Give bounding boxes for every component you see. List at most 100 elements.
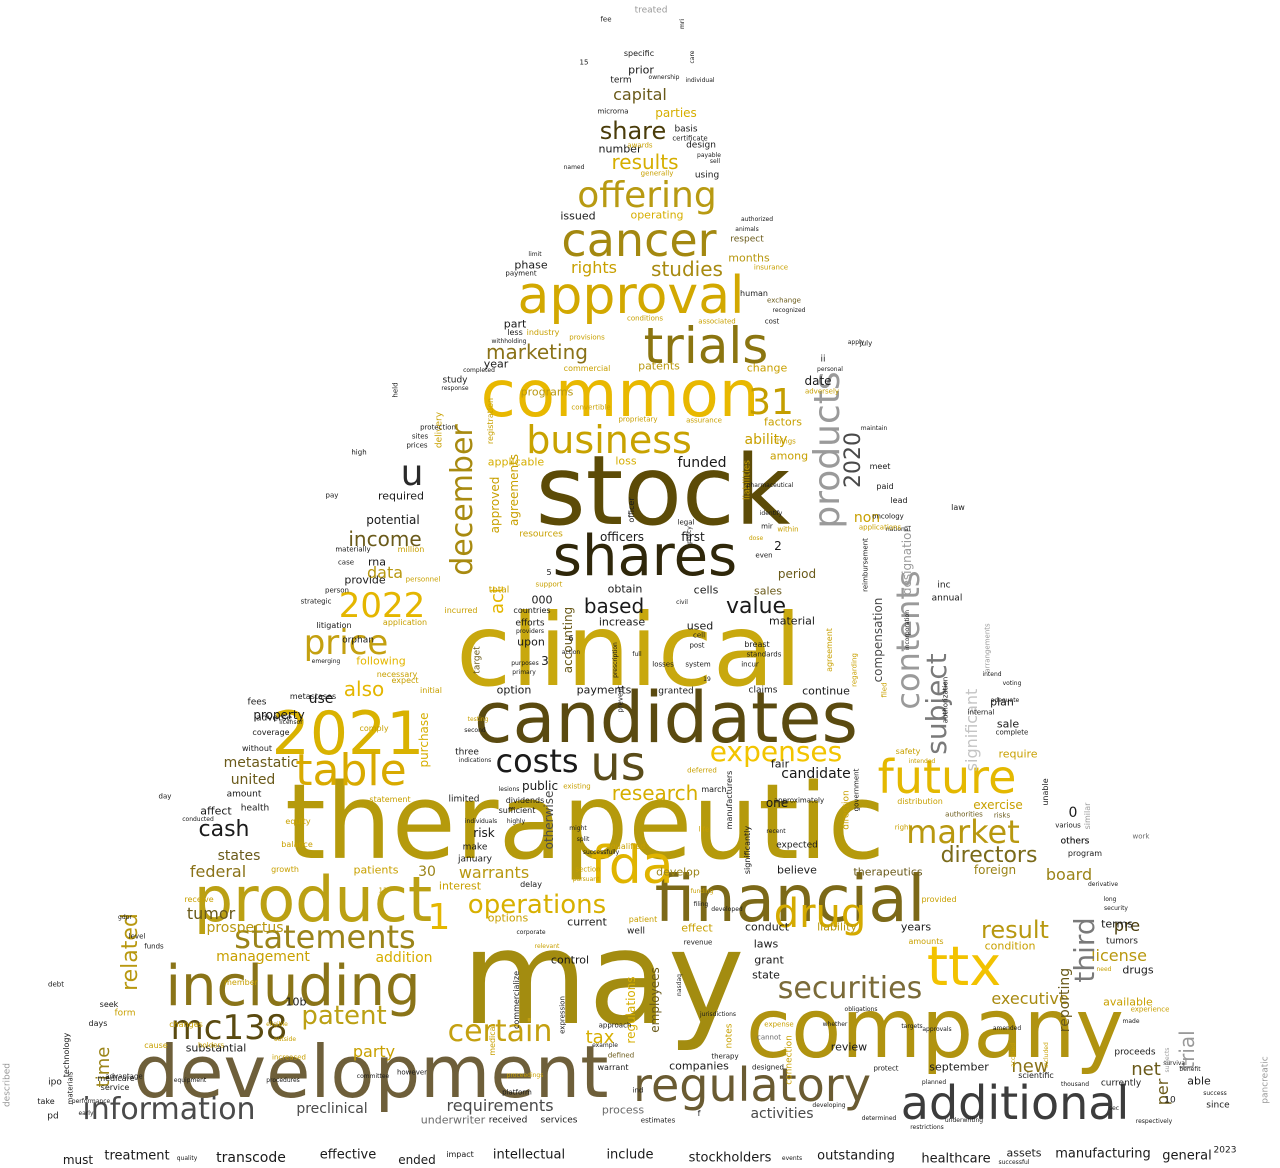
word-days: days xyxy=(88,1019,108,1028)
word-section: section xyxy=(575,865,601,874)
word-5: 5 xyxy=(546,568,552,577)
word-shares: shares xyxy=(552,524,738,589)
word-primary: primary xyxy=(512,669,536,676)
word-cell: cell xyxy=(692,631,706,640)
word-conducted: conducted xyxy=(182,816,214,823)
word-protect: protect xyxy=(873,1064,899,1073)
word-countries: countries xyxy=(513,606,551,615)
word-metastases: metastases xyxy=(289,692,337,701)
word-treated: treated xyxy=(634,5,668,16)
word-require: require xyxy=(998,747,1038,761)
word-lesions: lesions xyxy=(498,786,520,793)
word-prices: prices xyxy=(406,441,428,450)
word-data: data xyxy=(366,563,404,582)
word-outstanding: outstanding xyxy=(817,1148,895,1164)
word-national: national xyxy=(885,526,911,533)
word-complete: complete xyxy=(995,728,1029,737)
word-initial: initial xyxy=(420,686,442,695)
word-civil: civil xyxy=(676,599,688,606)
word-received: received xyxy=(488,1115,528,1126)
word-increased: increased xyxy=(272,1053,306,1062)
word-changes: changes xyxy=(169,1020,203,1029)
word-debt: debt xyxy=(48,980,64,989)
word-including: including xyxy=(165,954,421,1019)
word-relevant: relevant xyxy=(534,943,560,950)
word-2021: 2021 xyxy=(271,699,425,769)
word-loss: loss xyxy=(615,454,637,468)
word-expenses: expenses xyxy=(709,735,843,768)
word-30: 30 xyxy=(418,864,436,880)
word-animals: animals xyxy=(735,226,759,233)
word-property: property xyxy=(253,708,305,722)
word-estimates: estimates xyxy=(640,1116,676,1125)
word-otherwise: otherwise xyxy=(542,790,556,850)
word-action: action xyxy=(561,649,581,656)
word-split: split xyxy=(576,836,590,843)
word-interest: interest xyxy=(438,879,482,893)
word-financial: financial xyxy=(654,863,926,937)
word-exercise: exercise xyxy=(973,798,1023,812)
word-legal: legal xyxy=(677,518,695,527)
word-restrictions: restrictions xyxy=(910,1124,944,1131)
word-years: years xyxy=(900,920,932,934)
word-us: us xyxy=(590,736,646,792)
word-exchange: exchange xyxy=(767,296,801,305)
word-party: party xyxy=(352,1042,396,1061)
word-3: 3 xyxy=(541,654,549,668)
word-even: even xyxy=(755,551,773,560)
word-health: health xyxy=(240,803,270,814)
word-used: used xyxy=(686,619,714,633)
word-sales: sales xyxy=(753,584,783,598)
word-generally: generally xyxy=(640,169,674,178)
word-funding: funding xyxy=(690,888,714,895)
word-ownership: ownership xyxy=(648,74,680,81)
word-intended: intended xyxy=(908,758,936,765)
word-certificate: certificate xyxy=(672,134,708,143)
word-december: december xyxy=(445,424,480,576)
word-tumor: tumor xyxy=(186,904,236,923)
word-three: three xyxy=(455,747,479,758)
word-eligible: eligible xyxy=(266,1021,288,1028)
word-patients: patients xyxy=(353,863,399,877)
word-metastatic: metastatic xyxy=(223,755,299,771)
word-law: law xyxy=(951,503,965,512)
word-license: license xyxy=(1091,946,1147,965)
word-thousand: thousand xyxy=(1060,1081,1090,1088)
word-recent: recent xyxy=(766,828,786,835)
word-approved: approved xyxy=(488,476,502,534)
word-conduct: conduct xyxy=(744,920,790,934)
word-microrna: microrna xyxy=(597,107,629,116)
word-corporate: corporate xyxy=(516,929,546,936)
word-reimbursement: reimbursement xyxy=(861,538,870,592)
word-personnel: personnel xyxy=(405,575,441,584)
word-issued: issued xyxy=(560,209,596,223)
word-15: 15 xyxy=(579,58,589,67)
word-reporting: reporting xyxy=(1057,967,1073,1033)
word-recognized: recognized xyxy=(772,307,806,314)
word-mir: mir xyxy=(761,522,773,531)
word-payable: payable xyxy=(697,152,721,159)
word-obtain: obtain xyxy=(607,582,643,596)
word-approach: approach xyxy=(598,1021,632,1030)
word-manufacturing: manufacturing xyxy=(1055,1146,1151,1162)
word-purchase: purchase xyxy=(417,712,431,768)
word-directors: directors xyxy=(940,843,1038,868)
word-offering: offering xyxy=(577,175,717,216)
word-clinical: clinical xyxy=(456,592,802,709)
word-take: take xyxy=(37,1097,55,1106)
word-awards: awards xyxy=(627,141,653,150)
word-therapy: therapy xyxy=(711,1052,739,1061)
word-substantial: substantial xyxy=(185,1041,247,1055)
word-significant: significant xyxy=(962,688,981,772)
word-life: life xyxy=(698,825,710,834)
word-september: september xyxy=(929,1060,989,1074)
word-claims: claims xyxy=(748,685,778,696)
word-need: need xyxy=(1096,966,1112,973)
word-obligations: obligations xyxy=(844,1006,878,1013)
word-quality: quality xyxy=(176,1155,198,1162)
word-option: option xyxy=(496,683,532,697)
word-successful: successful xyxy=(998,1159,1030,1166)
word-limited: limited xyxy=(448,794,480,805)
word-highly: highly xyxy=(506,818,526,825)
word-trials: trials xyxy=(643,317,769,375)
